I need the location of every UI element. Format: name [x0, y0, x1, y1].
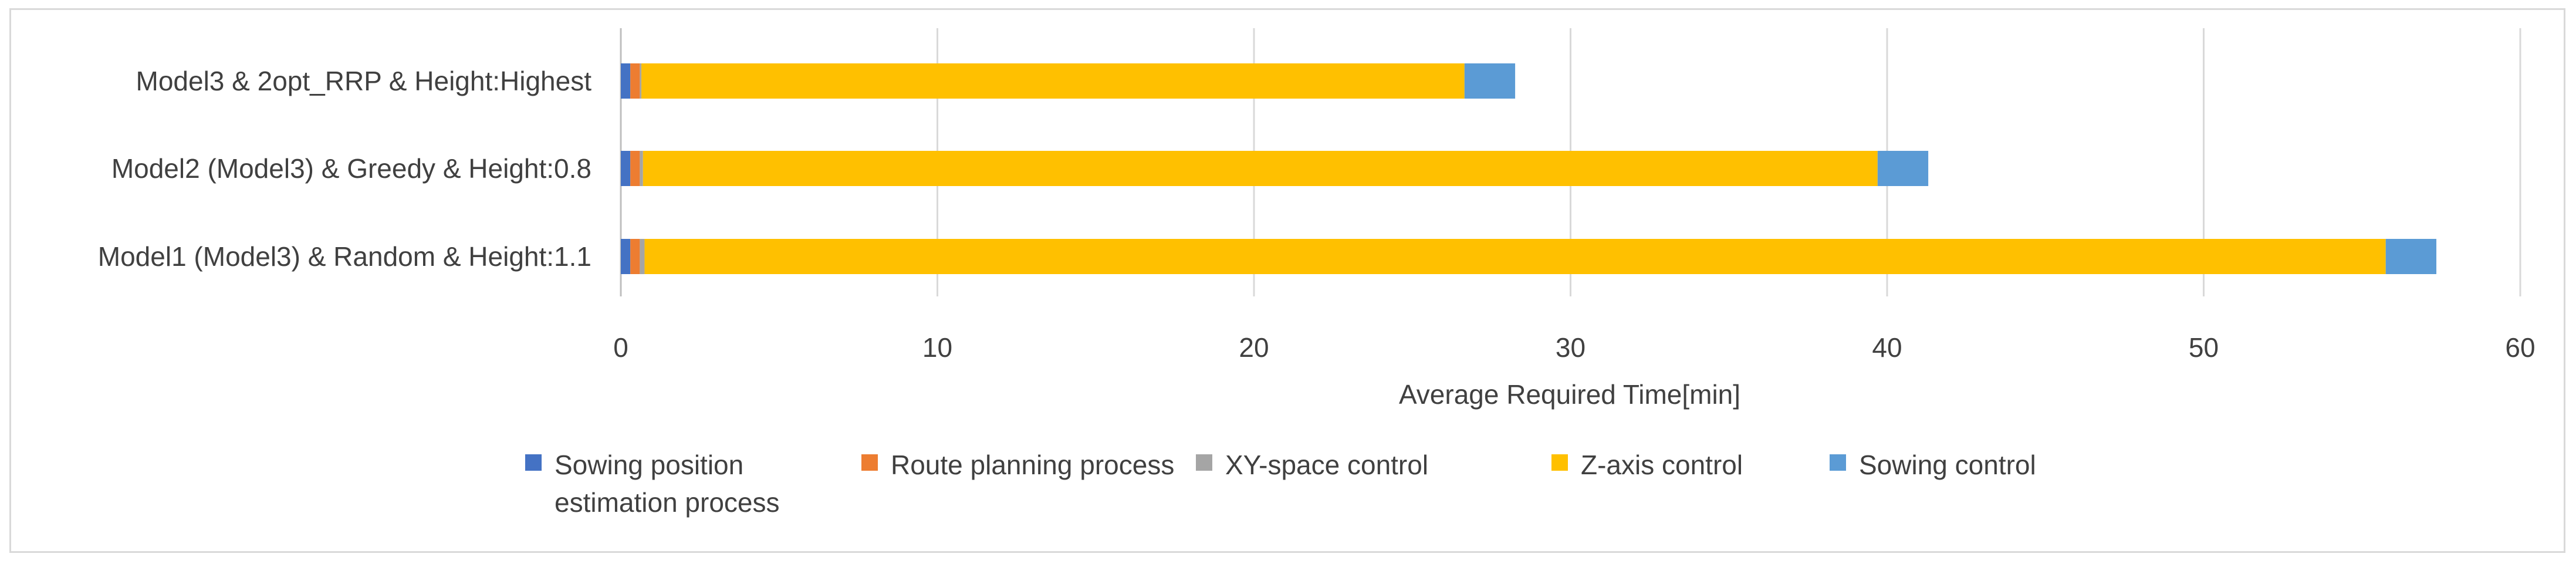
legend-label-line: Z-axis control	[1581, 450, 1743, 480]
category-label: Model2 (Model3) & Greedy & Height:0.8	[111, 153, 591, 184]
bar-segment	[641, 63, 1465, 99]
bar-segment	[621, 239, 631, 274]
bar-segment	[630, 239, 640, 274]
x-tick-label: 0	[613, 332, 628, 363]
bar-segment	[630, 63, 640, 99]
x-tick-label: 20	[1239, 332, 1269, 363]
category-labels: Model3 & 2opt_RRP & Height:Highest Model2…	[98, 66, 591, 272]
bar-segment	[640, 63, 642, 99]
x-tick-label: 30	[1556, 332, 1586, 363]
legend-swatch	[1830, 454, 1846, 471]
legend-item: Sowing position estimation process	[525, 446, 780, 522]
legend-item: XY-space control	[1196, 446, 1428, 484]
bar-segment	[1877, 151, 1929, 186]
x-tick-labels: 0 10 20 30 40 50 60	[613, 332, 2535, 363]
legend-label-line: Sowing position	[555, 450, 744, 480]
legend-label: Sowing control	[1859, 446, 2036, 484]
x-axis-title: Average Required Time[min]	[1399, 379, 1740, 410]
x-tick-label: 10	[922, 332, 952, 363]
legend-item: Z-axis control	[1551, 446, 1743, 484]
bar-segment	[643, 151, 1878, 186]
legend-swatch	[861, 454, 878, 471]
bar-segment	[621, 151, 631, 186]
legend-swatch	[1551, 454, 1568, 471]
legend-label-line: XY-space control	[1225, 450, 1429, 480]
bar-segment	[640, 239, 645, 274]
bar-segment	[630, 151, 640, 186]
legend-label-line: Route planning process	[891, 450, 1175, 480]
legend-swatch	[1196, 454, 1212, 471]
bar-segment	[1464, 63, 1516, 99]
legend: Sowing position estimation process Route p…	[0, 446, 2576, 540]
legend-item: Sowing control	[1830, 446, 2036, 484]
bar-segment	[2385, 239, 2437, 274]
legend-label: Sowing position estimation process	[555, 446, 780, 522]
x-tick-label: 60	[2505, 332, 2535, 363]
bar-segment	[640, 151, 643, 186]
legend-swatch	[525, 454, 542, 471]
x-tick-label: 40	[1872, 332, 1902, 363]
legend-label-line: estimation process	[555, 487, 780, 518]
legend-label-line: Sowing control	[1859, 450, 2036, 480]
category-label: Model1 (Model3) & Random & Height:1.1	[98, 241, 591, 272]
x-tick-label: 50	[2189, 332, 2219, 363]
category-label: Model3 & 2opt_RRP & Height:Highest	[136, 66, 592, 96]
legend-label: Z-axis control	[1581, 446, 1743, 484]
bar-segment	[644, 239, 2386, 274]
legend-label: XY-space control	[1225, 446, 1428, 484]
chart-frame	[9, 8, 2565, 553]
legend-item: Route planning process	[861, 446, 1174, 484]
legend-label: Route planning process	[891, 446, 1174, 484]
bars	[621, 63, 2437, 274]
bar-segment	[621, 63, 631, 99]
